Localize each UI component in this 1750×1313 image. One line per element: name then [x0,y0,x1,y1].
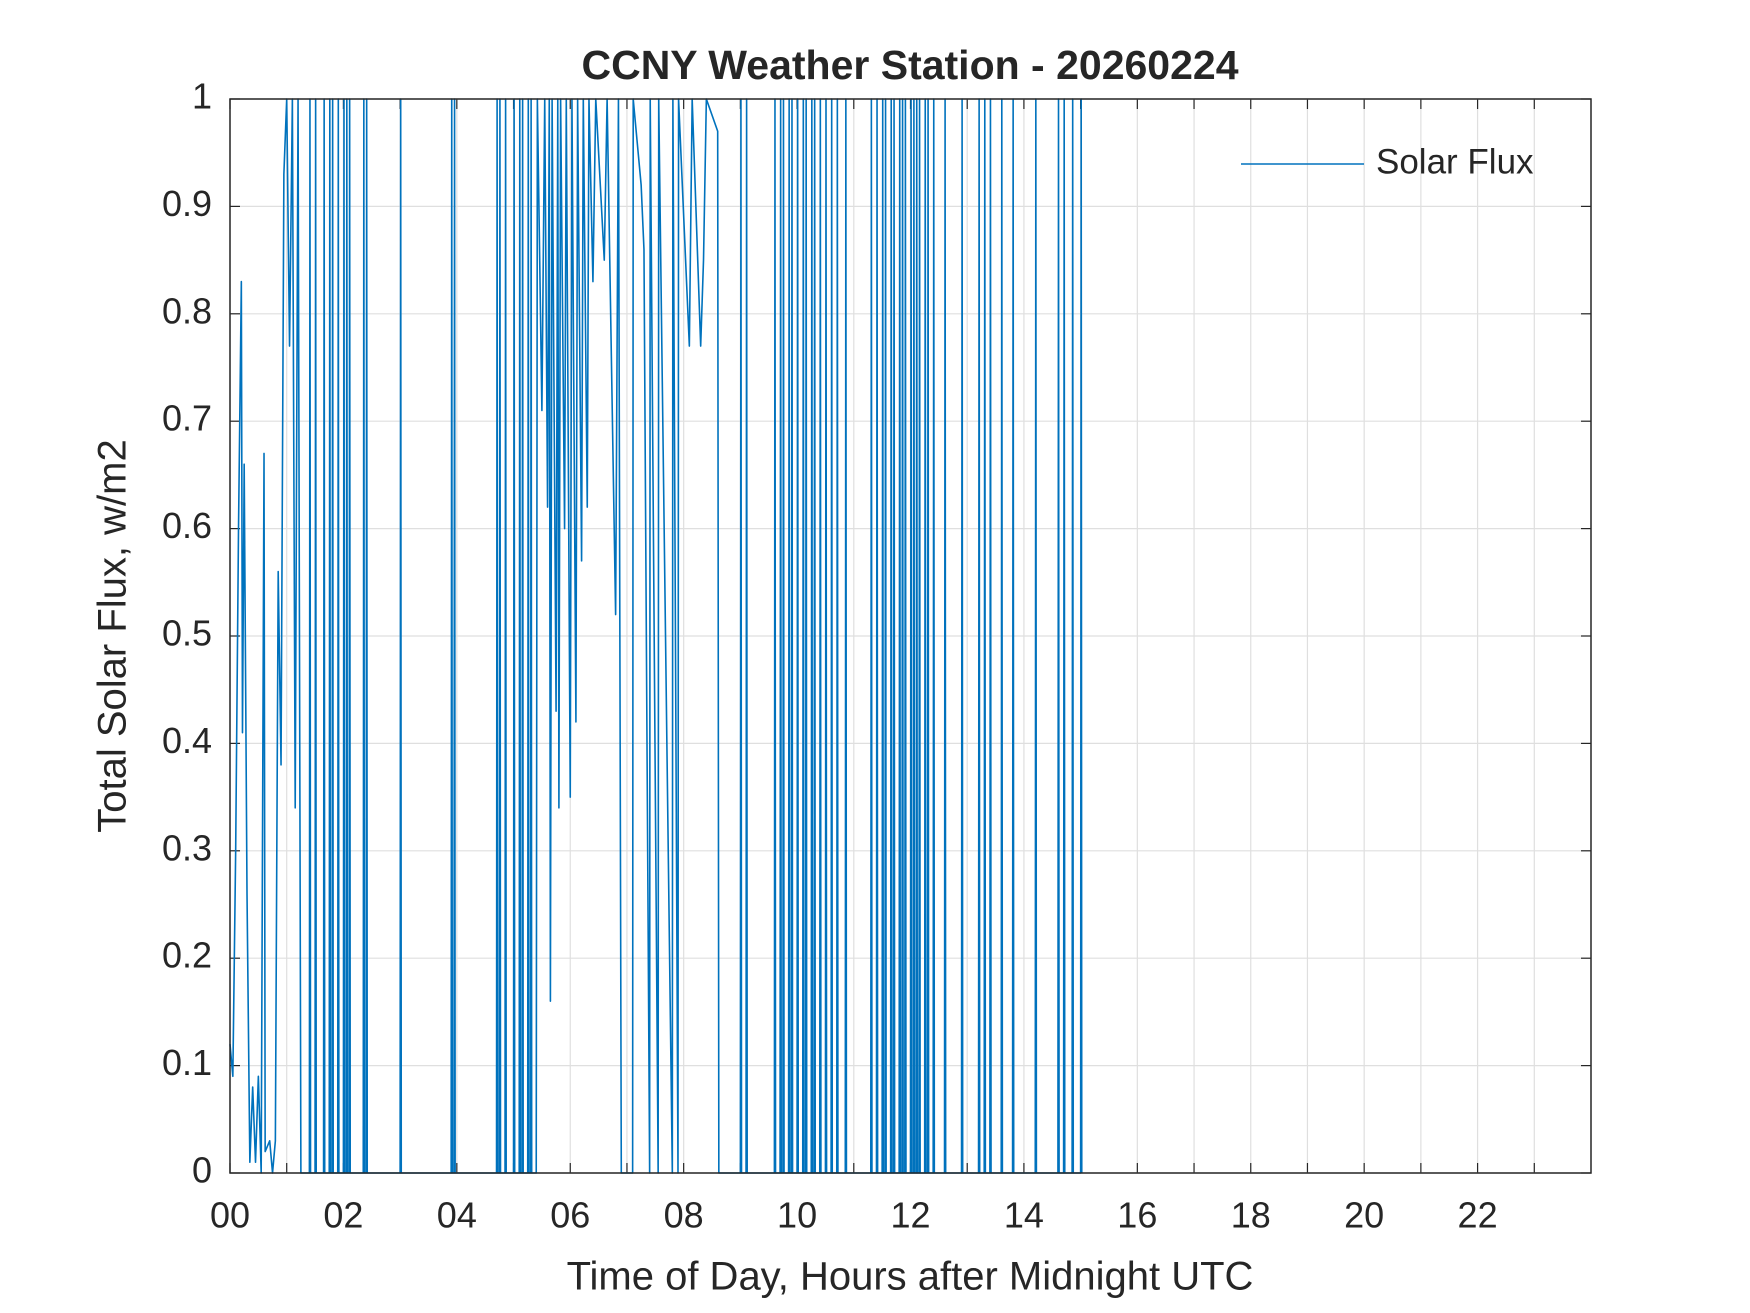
x-tick-label: 08 [664,1195,704,1236]
x-tick-label: 20 [1344,1195,1384,1236]
y-tick-label: 0 [192,1150,212,1191]
axes-box [229,98,1592,1174]
x-tick-label: 04 [437,1195,477,1236]
x-tick-label: 12 [890,1195,930,1236]
x-tick-label: 06 [550,1195,590,1236]
x-tick-label: 22 [1458,1195,1498,1236]
y-axis-label: Total Solar Flux, w/m2 [91,439,135,832]
x-tick-label: 14 [1004,1195,1044,1236]
x-tick-label: 00 [210,1195,250,1236]
legend-label: Solar Flux [1376,142,1534,181]
x-tick-label: 02 [323,1195,363,1236]
x-axis-label: Time of Day, Hours after Midnight UTC [567,1255,1254,1299]
x-tick-label: 16 [1117,1195,1157,1236]
x-tick-label: 10 [777,1195,817,1236]
y-tick-label: 1 [192,76,212,117]
y-tick-label: 0.5 [162,613,212,654]
y-tick-label: 0.2 [162,935,212,976]
y-tick-label: 0.4 [162,720,212,761]
data-line [229,98,1083,1174]
y-tick-label: 0.8 [162,290,212,331]
y-tick-label: 0.3 [162,827,212,868]
chart-title: CCNY Weather Station - 20260224 [581,42,1238,88]
y-tick-label: 0.1 [162,1042,212,1083]
y-tick-label: 0.7 [162,398,212,439]
y-tick-label: 0.9 [162,183,212,224]
x-tick-label: 18 [1231,1195,1271,1236]
y-tick-label: 0.6 [162,505,212,546]
